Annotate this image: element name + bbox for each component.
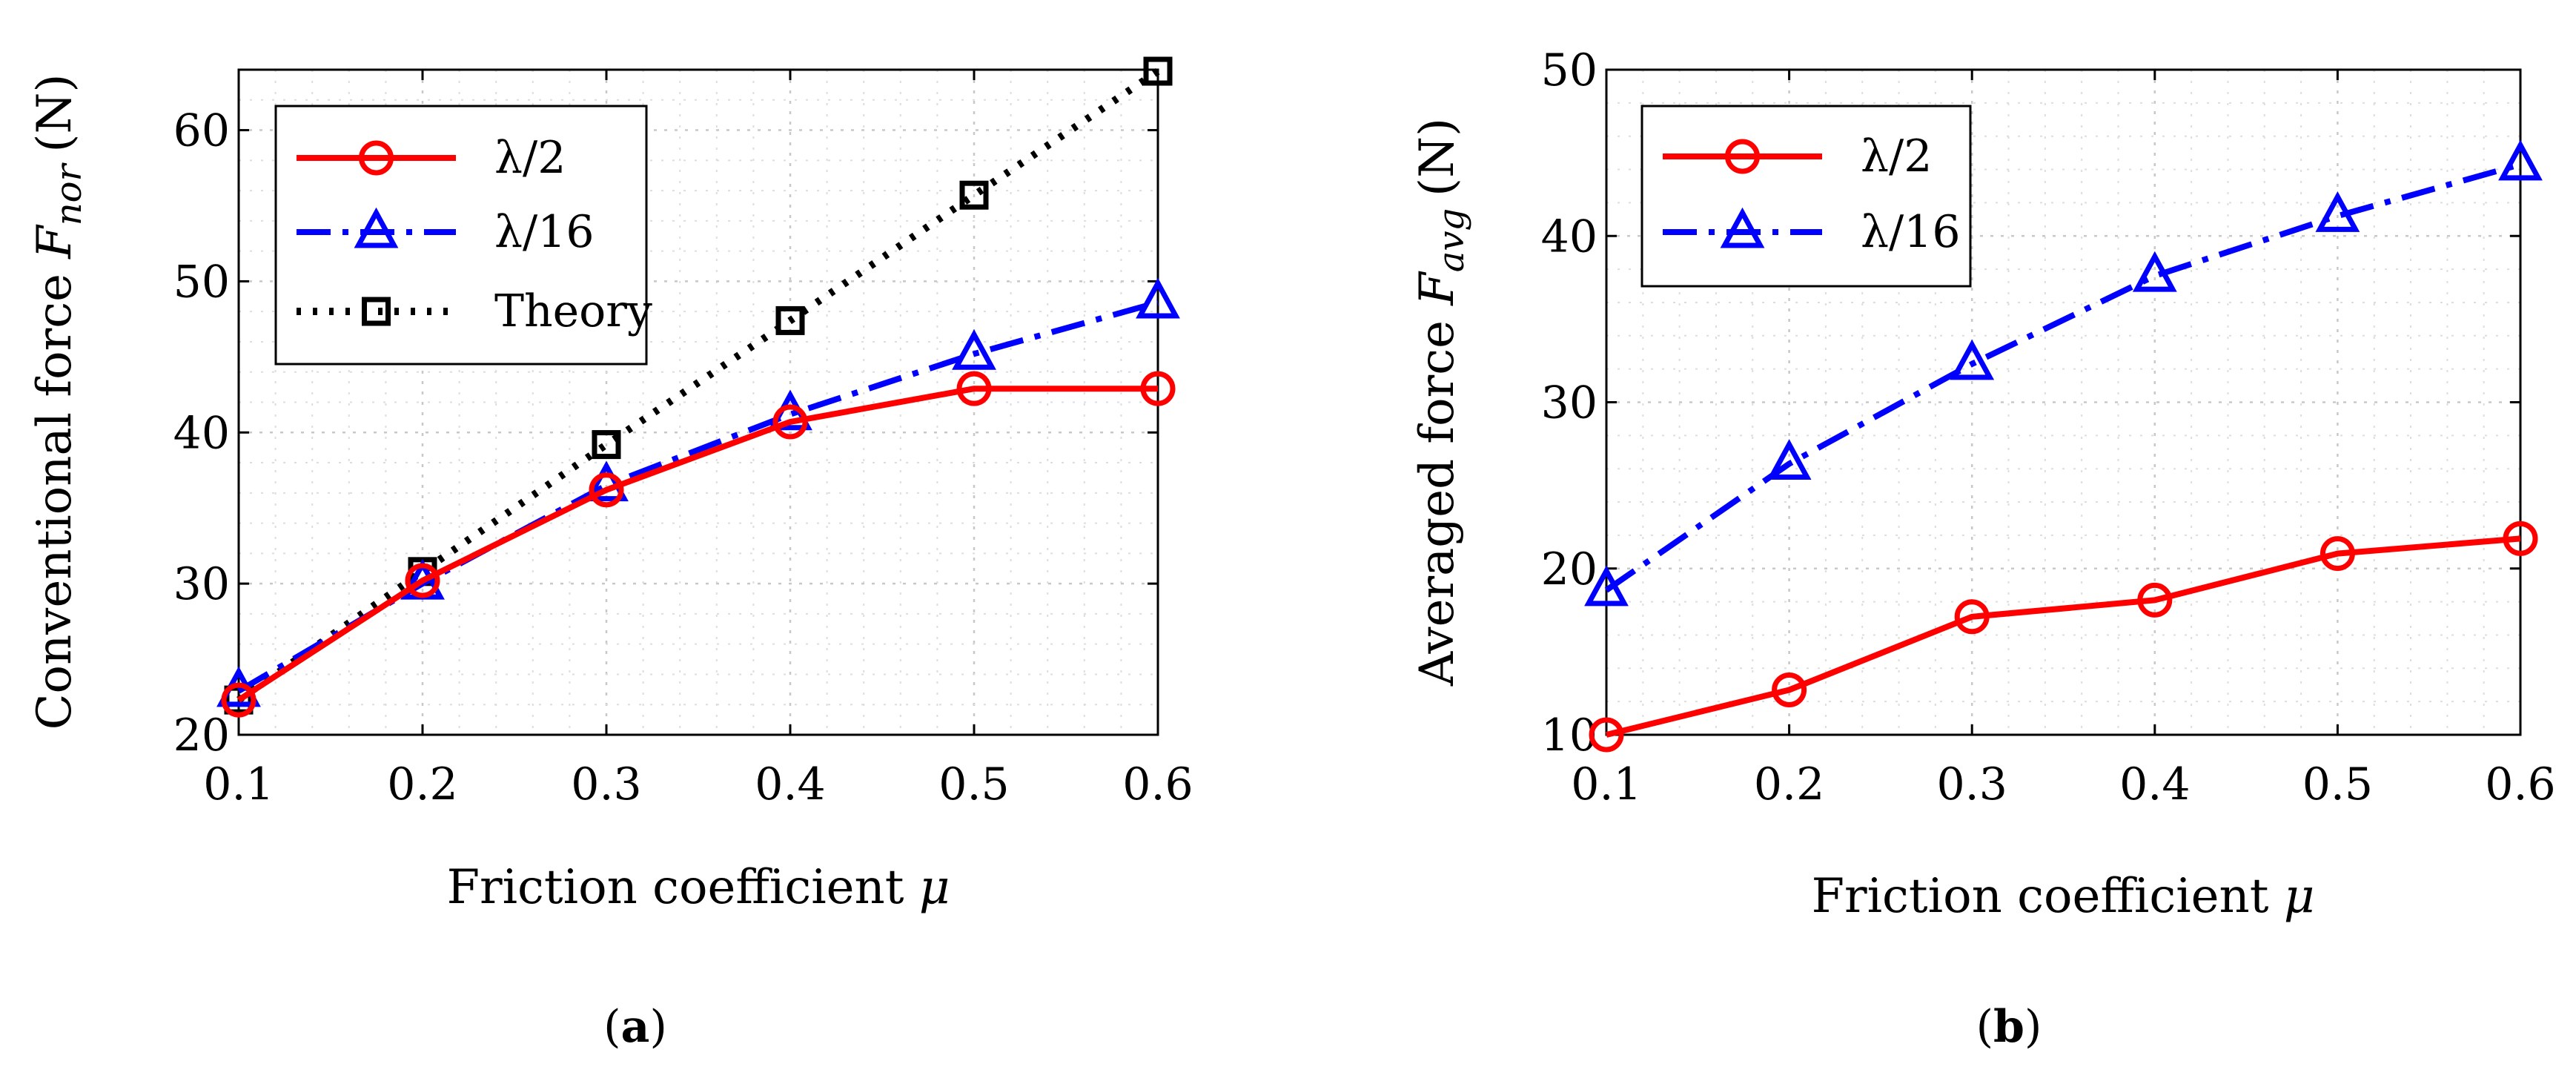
legend-marker-2	[362, 297, 391, 326]
x-tick-label: 0.4	[2119, 759, 2190, 810]
caption-a: (a)	[603, 1001, 667, 1053]
series-line-0	[236, 386, 1158, 703]
data-point-0-4	[2320, 536, 2355, 572]
x-axis-label-a: Friction coefficient μ	[447, 860, 950, 915]
data-point-1-3	[2132, 251, 2177, 292]
chart-b: 0.1 0.2 0.3 0.4 0.5 0.6 10 20 30 40 50 λ/2 λ/16 Fr…	[1410, 44, 2556, 1053]
x-axis-label-b: Friction coefficient μ	[1812, 869, 2315, 924]
data-point-1-5	[1136, 277, 1180, 319]
series-b	[1584, 139, 2543, 753]
x-tick-label: 0.5	[938, 759, 1009, 810]
x-tick-label: 0.1	[1571, 759, 1641, 810]
legend-label-1: λ/16	[1861, 206, 1961, 258]
x-tick-label: 0.1	[203, 759, 274, 810]
y-tick-label: 40	[1541, 211, 1597, 262]
data-point-0-2	[1954, 599, 1990, 635]
x-tick-label: 0.3	[1936, 759, 2007, 810]
y-tick-label: 30	[1541, 377, 1597, 429]
data-point-0-2	[589, 472, 624, 508]
data-point-1-4	[2315, 191, 2360, 232]
legend-label-0: λ/2	[494, 132, 566, 184]
series-line-0	[1606, 535, 2521, 738]
data-point-0-0	[1589, 717, 1624, 753]
legend-a: λ/2 λ/16 Theory	[274, 105, 652, 366]
legend-box	[274, 105, 648, 366]
series-line-2	[236, 67, 1160, 704]
x-tick-label: 0.3	[571, 759, 641, 810]
data-point-2-5	[1143, 56, 1173, 86]
data-point-2-2	[592, 430, 621, 460]
chart-a: 0.1 0.2 0.3 0.4 0.5 0.6 20 30 40 50 60 λ/2 λ/16 The…	[27, 56, 1193, 1053]
data-point-0-5	[2503, 520, 2538, 556]
y-axis-label-b: Averaged force Favg(N)	[1410, 118, 1472, 687]
y-tick-label: 20	[173, 710, 230, 761]
y-tick-label: 30	[173, 558, 230, 610]
y-tick-label: 10	[1541, 710, 1597, 761]
caption-b: (b)	[1976, 1001, 2042, 1053]
y-tick-label: 20	[1541, 543, 1597, 595]
legend-marker-1	[1720, 207, 1765, 248]
y-tick-label: 60	[173, 105, 230, 157]
y-tick-label: 40	[173, 407, 230, 459]
y-axis-label-a: Conventional force Fnor(N)	[27, 74, 90, 730]
data-point-1-4	[952, 328, 996, 370]
data-point-0-3	[2137, 582, 2173, 618]
data-point-0-4	[956, 371, 992, 406]
x-tick-label: 0.5	[2302, 759, 2373, 810]
data-point-0-3	[772, 404, 808, 440]
legend-label-1: λ/16	[494, 206, 595, 258]
legend-marker-0	[1725, 139, 1760, 174]
tick-marks-a	[237, 70, 1159, 736]
data-point-0-5	[1140, 371, 1176, 406]
y-tick-labels-a: 20 30 40 50 60	[173, 105, 230, 761]
legend-label-2: Theory	[494, 285, 652, 337]
y-tick-labels-b: 10 20 30 40 50	[1541, 44, 1597, 761]
x-tick-label: 0.2	[387, 759, 457, 810]
x-tick-labels-b: 0.1 0.2 0.3 0.4 0.5 0.6	[1571, 759, 2555, 810]
data-point-2-3	[775, 305, 805, 335]
data-point-0-0	[221, 682, 256, 718]
data-point-1-2	[1950, 339, 1995, 380]
legend-label-0: λ/2	[1861, 130, 1932, 182]
x-tick-label: 0.6	[2485, 759, 2555, 810]
y-tick-label: 50	[173, 256, 230, 308]
x-tick-label: 0.6	[1122, 759, 1193, 810]
y-tick-label: 50	[1541, 44, 1597, 96]
legend-marker-0	[359, 140, 394, 176]
legend-box	[1640, 105, 1972, 288]
data-point-0-1	[405, 563, 440, 598]
legend-marker-1	[354, 207, 399, 248]
data-point-1-5	[2498, 139, 2543, 181]
data-point-1-2	[584, 460, 629, 502]
series-line-1	[1604, 161, 2522, 593]
x-tick-label: 0.2	[1754, 759, 1824, 810]
x-tick-labels-a: 0.1 0.2 0.3 0.4 0.5 0.6	[203, 759, 1193, 810]
data-point-1-1	[1767, 439, 1812, 480]
series-a	[216, 56, 1180, 718]
data-point-0-1	[1772, 672, 1807, 707]
grid-b	[1606, 70, 2520, 735]
data-point-2-4	[959, 180, 989, 210]
data-point-1-0	[1584, 565, 1629, 607]
tick-marks-b	[1605, 68, 2522, 736]
legend-b: λ/2 λ/16	[1640, 105, 1972, 288]
x-tick-label: 0.4	[755, 759, 825, 810]
